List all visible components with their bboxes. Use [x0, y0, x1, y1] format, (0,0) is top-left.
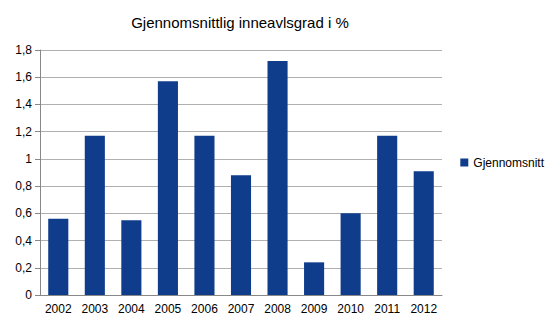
svg-text:Gjennomsnittlig inneavlsgrad i: Gjennomsnittlig inneavlsgrad i %: [131, 14, 349, 31]
svg-text:1,4: 1,4: [15, 97, 32, 111]
svg-text:2011: 2011: [374, 302, 400, 316]
svg-text:1,6: 1,6: [15, 70, 32, 84]
svg-text:Gjennomsnitt: Gjennomsnitt: [473, 156, 544, 170]
svg-text:2007: 2007: [228, 302, 255, 316]
svg-text:2012: 2012: [410, 302, 437, 316]
svg-text:2008: 2008: [264, 302, 291, 316]
svg-text:0,6: 0,6: [15, 206, 32, 220]
svg-text:2004: 2004: [118, 302, 145, 316]
svg-text:0,2: 0,2: [15, 261, 32, 275]
svg-text:0,8: 0,8: [15, 179, 32, 193]
svg-text:1: 1: [25, 152, 32, 166]
svg-text:1,2: 1,2: [15, 125, 32, 139]
svg-text:0,4: 0,4: [15, 234, 32, 248]
svg-text:1,8: 1,8: [15, 43, 32, 57]
svg-text:2010: 2010: [337, 302, 364, 316]
svg-text:2002: 2002: [45, 302, 72, 316]
svg-text:0: 0: [25, 288, 32, 302]
svg-text:2006: 2006: [191, 302, 218, 316]
svg-text:2009: 2009: [301, 302, 328, 316]
svg-text:2003: 2003: [81, 302, 108, 316]
svg-text:2005: 2005: [155, 302, 182, 316]
